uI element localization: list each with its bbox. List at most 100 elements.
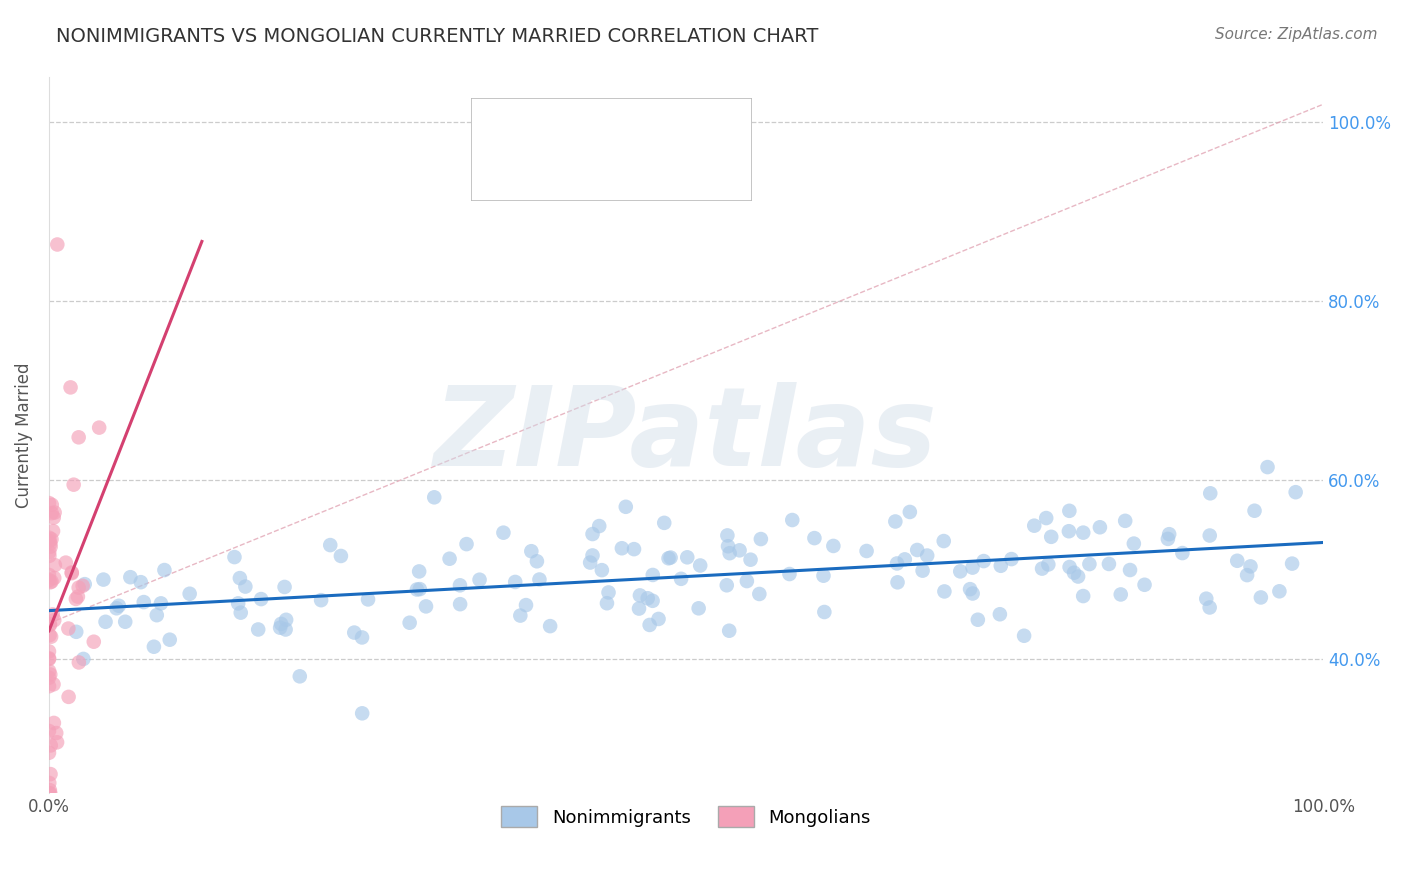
Point <box>60 566 83 581</box>
FancyBboxPatch shape <box>398 127 609 221</box>
Point <box>1198 528 1220 542</box>
Text: ZIPatlas: ZIPatlas <box>434 382 938 489</box>
Point <box>120 570 142 584</box>
Point <box>659 550 682 565</box>
Point <box>717 539 740 553</box>
Point <box>515 598 537 612</box>
Point <box>1059 560 1081 574</box>
Point <box>38 644 60 658</box>
Point <box>780 513 803 527</box>
Point <box>1114 514 1136 528</box>
Point <box>1119 563 1142 577</box>
Point <box>735 574 758 588</box>
Point <box>153 563 176 577</box>
Point <box>990 558 1012 573</box>
Point <box>59 380 82 394</box>
Point <box>415 599 437 614</box>
Point <box>72 579 94 593</box>
Point <box>46 735 69 749</box>
Point <box>229 571 252 585</box>
Point <box>38 723 60 738</box>
Point <box>129 575 152 590</box>
Text: R =  0.118: R = 0.118 <box>536 165 636 183</box>
Point <box>66 590 89 604</box>
Point <box>38 652 60 666</box>
Point <box>58 622 80 636</box>
Point <box>449 578 471 592</box>
Point <box>610 541 633 556</box>
Point <box>42 510 65 524</box>
Point <box>669 572 692 586</box>
Point <box>329 549 352 563</box>
Point <box>229 606 252 620</box>
Point <box>1031 561 1053 575</box>
Point <box>38 549 60 563</box>
Point <box>915 549 938 563</box>
Point <box>823 539 845 553</box>
Point <box>740 552 762 566</box>
Point <box>1257 460 1279 475</box>
Point <box>343 625 366 640</box>
Point <box>46 237 69 252</box>
Point <box>38 568 60 582</box>
Point <box>596 596 619 610</box>
Point <box>1239 559 1261 574</box>
Point <box>688 601 710 615</box>
Point <box>1067 569 1090 583</box>
Point <box>1171 546 1194 560</box>
Point <box>728 543 751 558</box>
Point <box>526 554 548 568</box>
Point <box>409 582 432 596</box>
Point <box>676 550 699 565</box>
Point <box>38 496 60 510</box>
Point <box>38 545 60 559</box>
Point <box>38 776 60 790</box>
Point <box>718 624 741 638</box>
Point <box>598 585 620 599</box>
Point <box>898 505 921 519</box>
Point <box>1078 557 1101 571</box>
Point <box>224 550 246 565</box>
Point <box>652 516 675 530</box>
Point <box>962 586 984 600</box>
Point <box>274 623 297 637</box>
Point <box>83 634 105 648</box>
Point <box>637 591 659 606</box>
Point <box>588 519 610 533</box>
Point <box>456 537 478 551</box>
Point <box>309 593 332 607</box>
Point <box>350 631 373 645</box>
Point <box>1285 485 1308 500</box>
Point <box>114 615 136 629</box>
Point <box>529 573 551 587</box>
Point <box>803 531 825 545</box>
Point <box>1000 552 1022 566</box>
Point <box>1195 591 1218 606</box>
Point <box>67 430 90 444</box>
Point <box>38 746 60 760</box>
Point <box>959 582 981 596</box>
Point <box>39 540 62 554</box>
Point <box>449 597 471 611</box>
Point <box>894 552 917 566</box>
Point <box>1199 486 1222 500</box>
Point <box>408 565 430 579</box>
Point <box>1040 530 1063 544</box>
Point <box>352 706 374 721</box>
Point <box>73 577 96 591</box>
Point <box>67 656 90 670</box>
Point <box>689 558 711 573</box>
Point <box>1157 532 1180 546</box>
Point <box>42 677 65 691</box>
Point <box>641 568 664 582</box>
Legend: Nonimmigrants, Mongolians: Nonimmigrants, Mongolians <box>494 799 877 834</box>
Point <box>44 571 66 585</box>
Point <box>39 739 62 753</box>
Point <box>503 574 526 589</box>
Point <box>94 615 117 629</box>
Point <box>319 538 342 552</box>
Point <box>45 726 67 740</box>
Point <box>89 420 111 434</box>
Point <box>962 560 984 574</box>
Point <box>39 630 62 644</box>
